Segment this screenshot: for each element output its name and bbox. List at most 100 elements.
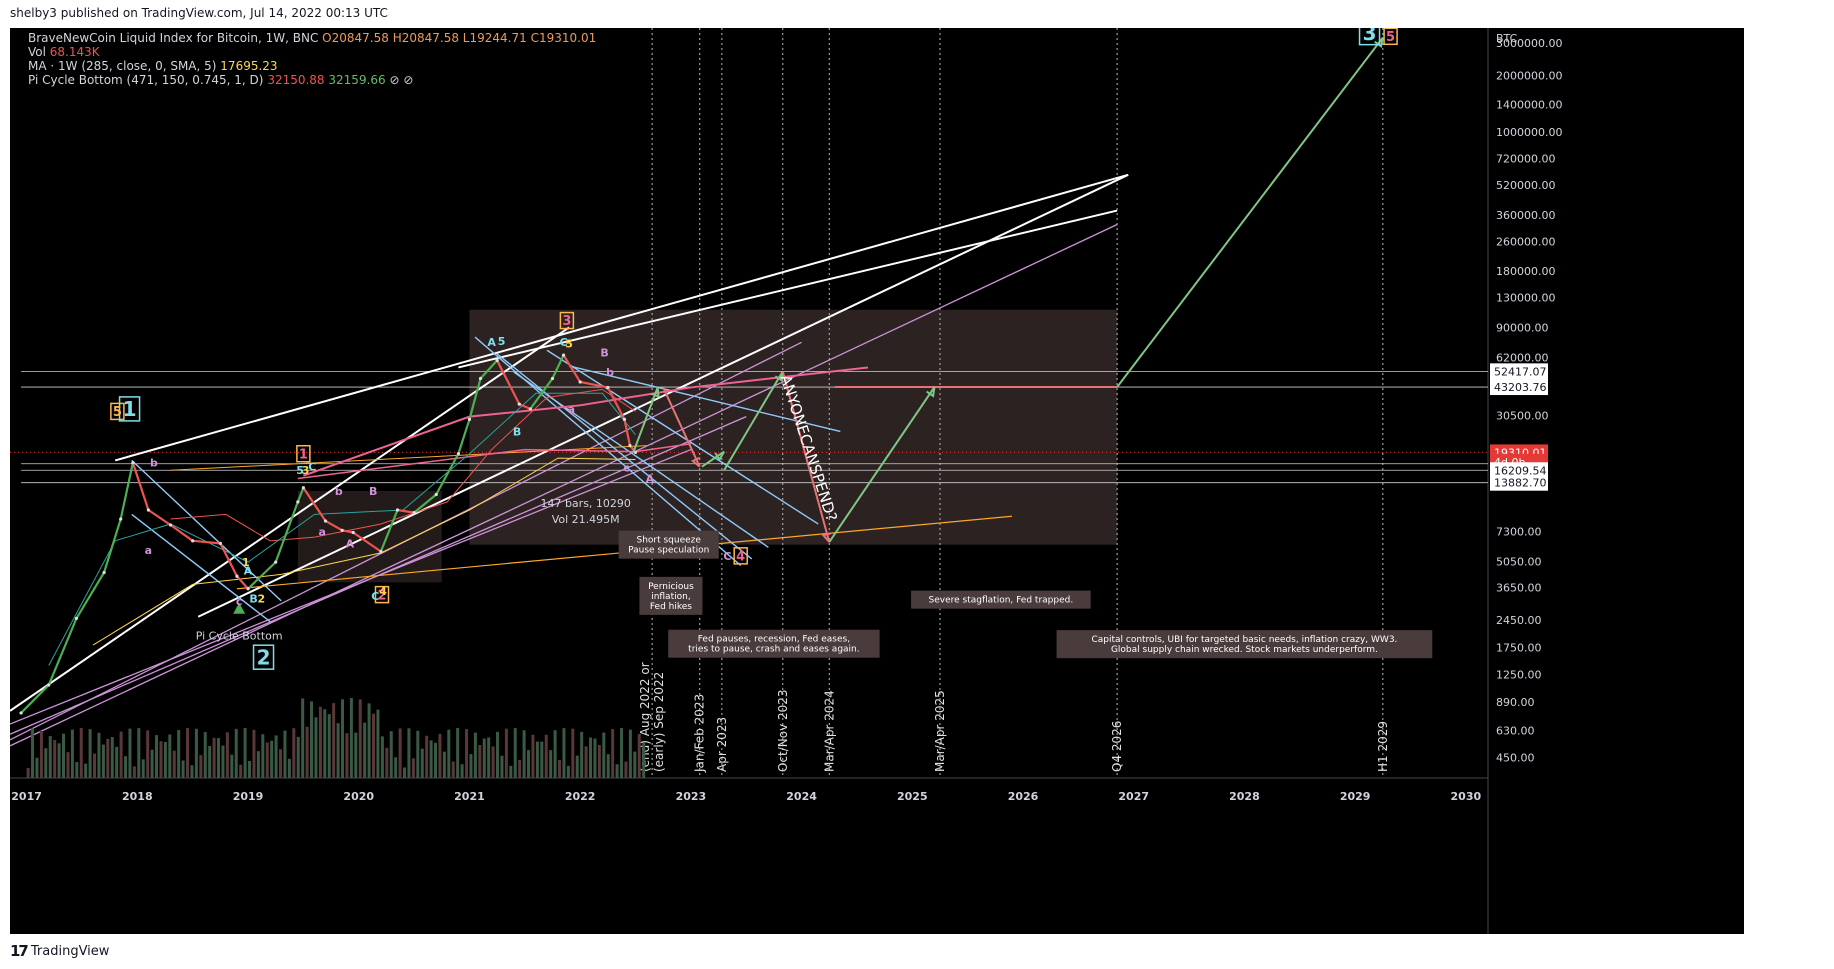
wave-label: 5 (1386, 30, 1395, 45)
wave-label: 5 (296, 464, 304, 477)
legend-vol-label: Vol (28, 45, 46, 59)
price-segment (219, 542, 238, 577)
volume-bar (270, 740, 274, 778)
volume-bar (66, 752, 70, 778)
volume-bar (279, 749, 283, 778)
volume-bar (491, 746, 495, 778)
volume-bar (31, 728, 35, 778)
price-point (478, 376, 483, 381)
volume-bar (70, 729, 74, 778)
volume-bar (301, 698, 305, 778)
legend-vol-value: 68.143K (49, 45, 100, 59)
volume-bar (26, 768, 30, 778)
price-point (119, 517, 123, 521)
volume-bar (473, 732, 477, 778)
channel-line (546, 349, 819, 525)
volume-bar (460, 764, 464, 778)
fan-line (9, 223, 1118, 747)
volume-bar (372, 713, 376, 778)
wave-label: C (560, 336, 568, 349)
volume-bar (256, 751, 260, 778)
wave-label: B (600, 347, 608, 360)
chart-panel[interactable]: BTC 3000000.00 2000000.00 1400000.00 1000000… (9, 19, 1744, 934)
wave-label: 1 (123, 397, 137, 421)
volume-bar (332, 703, 336, 778)
volume-bar (225, 732, 229, 778)
annotation-box (1056, 630, 1433, 659)
volume-bar (363, 722, 367, 778)
legend-ma-label: MA · 1W (285, close, 0, SMA, 5) (28, 59, 217, 73)
volume-bar (624, 761, 628, 778)
price-point (550, 376, 555, 381)
price-segment (247, 561, 277, 590)
annotation-text: tries to pause, crash and eases again. (688, 645, 859, 655)
wave-label: B (369, 485, 377, 498)
price-segment (457, 419, 471, 455)
trendline (114, 173, 1129, 462)
volume-bar (389, 731, 393, 778)
legend-vol-row: Vol 68.143K (28, 45, 100, 59)
volume-bar (584, 746, 588, 778)
wave-label: 2 (257, 645, 271, 669)
wave-label: a (318, 525, 325, 538)
price-point (235, 574, 239, 578)
tradingview-footer[interactable]: 17 TradingView (10, 942, 109, 960)
y-tick-label: 2450.00 (1496, 614, 1542, 627)
legend-visibility-icons[interactable]: ⊘ ⊘ (389, 73, 414, 87)
price-axis-unit: BTC (1496, 32, 1518, 45)
volume-bar (496, 731, 500, 778)
wave-label: A (244, 565, 253, 578)
wave-label: B (249, 592, 257, 605)
legend-high: H20847.58 (392, 31, 459, 45)
legend-pi-value-2: 32159.66 (328, 73, 386, 87)
price-segment (413, 493, 437, 514)
price-point (495, 358, 499, 362)
x-tick-label: 2028 (1229, 790, 1260, 803)
price-point (561, 353, 566, 357)
price-point (131, 461, 135, 465)
price-point (296, 500, 300, 504)
legend-pi-label: Pi Cycle Bottom (471, 150, 0.745, 1, D) (28, 73, 264, 87)
price-segment (302, 487, 327, 522)
volume-bar (252, 729, 256, 778)
volume-bar (327, 714, 331, 778)
pink-curve (297, 442, 691, 480)
price-segment (75, 571, 106, 619)
volume-bar (101, 744, 105, 778)
wave-label-box (252, 644, 275, 670)
price-segment (551, 354, 565, 379)
y-tick-label: 180000.00 (1496, 265, 1556, 278)
volume-bar (97, 732, 101, 778)
price-label: 43203.76 (1494, 381, 1547, 394)
volume-bar (155, 735, 159, 778)
annotation-text: inflation, (651, 592, 691, 602)
volume-bar (35, 757, 39, 778)
y-tick-label: 130000.00 (1496, 292, 1556, 305)
price-segment (606, 386, 626, 420)
wave-label: 5 (498, 335, 506, 348)
price-segment (562, 354, 582, 383)
projection-arrow (828, 386, 936, 543)
price-segment (131, 462, 150, 511)
volume-bar (181, 760, 185, 778)
price-point (606, 385, 610, 390)
price-segment (236, 575, 249, 590)
legend-symbol-row: BraveNewCoin Liquid Index for Bitcoin, 1… (28, 31, 596, 45)
volume-bar (230, 754, 234, 778)
y-tick-label: 520000.00 (1496, 179, 1556, 192)
volume-bar (234, 728, 238, 778)
volume-bar (39, 730, 43, 778)
y-tick-label: 62000.00 (1496, 352, 1549, 365)
volume-bar (177, 730, 181, 778)
trendline (458, 209, 1118, 369)
legend-low: L19244.71 (462, 31, 527, 45)
price-point (340, 528, 344, 532)
price-segment (623, 419, 632, 446)
volume-bar (199, 755, 203, 778)
wave-label: A (646, 472, 655, 485)
volume-bar (186, 728, 190, 778)
volume-bar (376, 709, 380, 778)
volume-bar (544, 734, 548, 778)
volume-bar (407, 728, 411, 778)
